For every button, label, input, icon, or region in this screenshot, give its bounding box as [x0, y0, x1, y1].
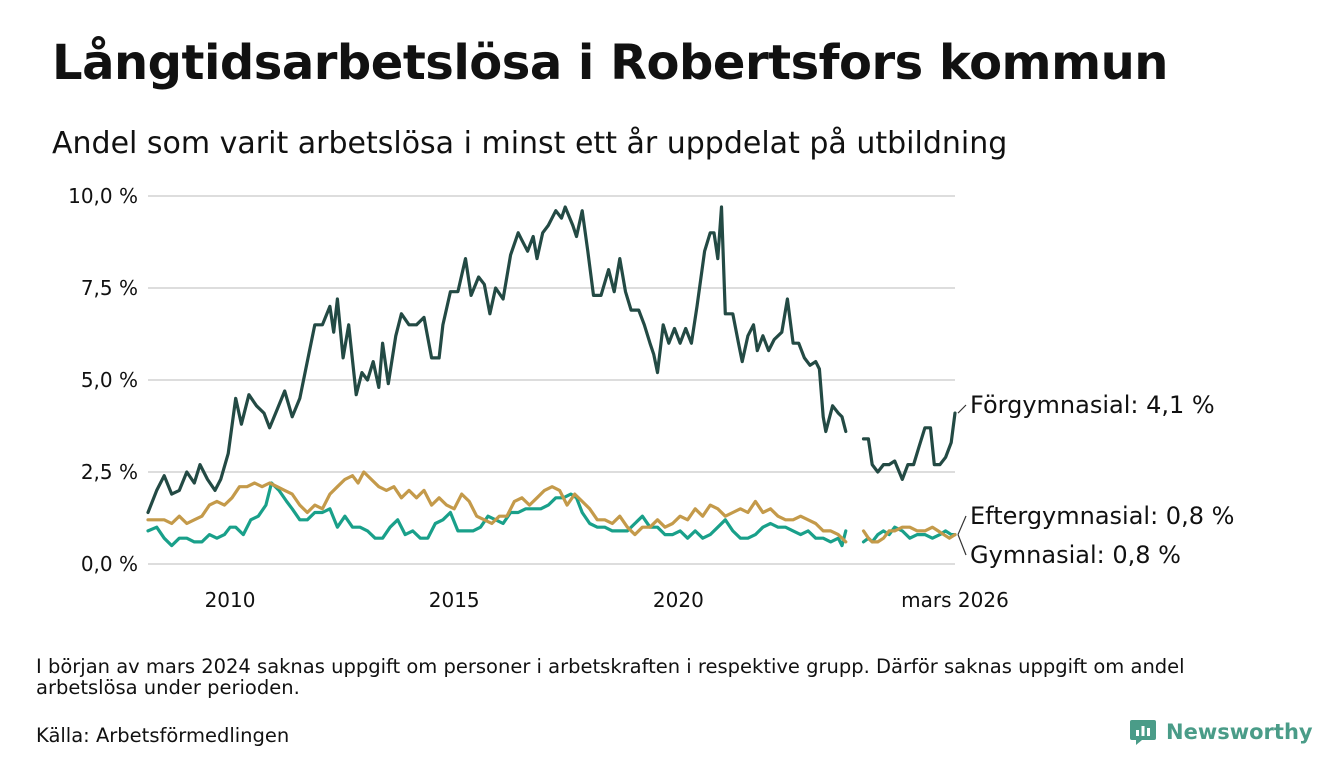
x-tick-label-2: 2020: [653, 588, 704, 612]
x-tick-label-0: 2010: [205, 588, 256, 612]
brand-logo: Newsworthy: [1128, 716, 1313, 748]
end-label-eftergymnasial: Eftergymnasial: 0,8 %: [970, 502, 1234, 530]
footnote: I början av mars 2024 saknas uppgift om …: [36, 655, 1185, 700]
y-tick-label-0: 0,0 %: [81, 552, 138, 576]
series-end-labels: Förgymnasial: 4,1 % Eftergymnasial: 0,8 %…: [957, 391, 1234, 569]
end-label-gymnasial: Gymnasial: 0,8 %: [970, 541, 1181, 569]
series-line-eftergymnasial: [146, 481, 957, 548]
chart-title: Långtidsarbetslösa i Robertsfors kommun: [52, 35, 1168, 91]
series-line-gymnasial: [146, 470, 957, 544]
y-tick-label-3: 7,5 %: [81, 276, 138, 300]
series-lines: [146, 205, 957, 548]
end-label-leader-eftergymnasial: [957, 515, 967, 535]
end-label-leader-gymnasial: [957, 534, 967, 556]
end-label-f-rgymnasial: Förgymnasial: 4,1 %: [970, 391, 1215, 419]
line-chart: 0,0 % 2,5 % 5,0 % 7,5 % 10,0 % 2010 2015 2020 m…: [68, 184, 1234, 612]
end-label-leader-f-rgymnasial: [957, 404, 967, 414]
newsworthy-logo-icon: [1130, 720, 1156, 745]
y-tick-label-4: 10,0 %: [68, 184, 138, 208]
y-axis-tick-labels: 0,0 % 2,5 % 5,0 % 7,5 % 10,0 %: [68, 184, 138, 576]
series-line-f-rgymnasial: [146, 205, 957, 515]
gridlines: [148, 195, 955, 565]
x-tick-label-3: mars 2026: [901, 588, 1009, 612]
x-tick-label-1: 2015: [429, 588, 480, 612]
y-tick-label-2: 5,0 %: [81, 368, 138, 392]
chart-subtitle: Andel som varit arbetslösa i minst ett å…: [52, 126, 1008, 161]
source-note: Källa: Arbetsförmedlingen: [36, 724, 290, 747]
y-tick-label-1: 2,5 %: [81, 460, 138, 484]
x-axis-tick-labels: 2010 2015 2020 mars 2026: [205, 588, 1009, 612]
brand-name: Newsworthy: [1166, 720, 1313, 744]
